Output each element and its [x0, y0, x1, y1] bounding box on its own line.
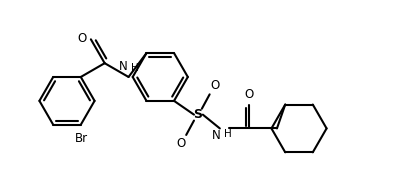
Text: O: O: [211, 79, 220, 92]
Text: S: S: [193, 108, 202, 121]
Text: O: O: [245, 88, 254, 101]
Text: H: H: [130, 63, 138, 73]
Text: Br: Br: [75, 132, 88, 145]
Text: N: N: [212, 129, 221, 142]
Text: N: N: [119, 60, 128, 73]
Text: O: O: [176, 137, 185, 150]
Text: H: H: [224, 129, 231, 139]
Text: O: O: [78, 32, 87, 45]
